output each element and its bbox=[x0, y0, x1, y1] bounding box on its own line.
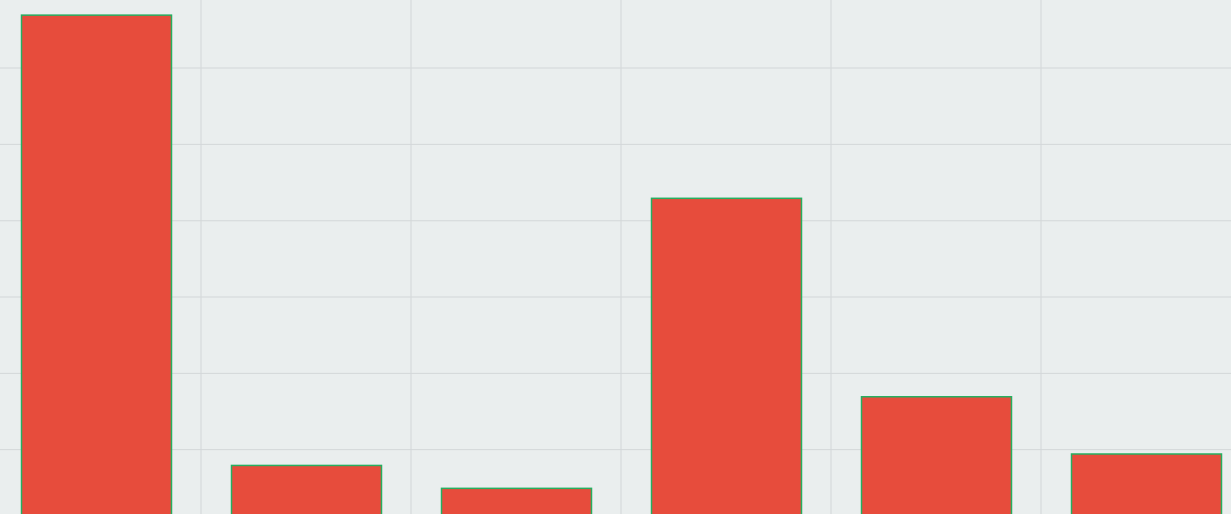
bar bbox=[650, 197, 803, 514]
bar bbox=[860, 396, 1013, 514]
bar bbox=[1070, 453, 1223, 514]
bars bbox=[20, 14, 1223, 514]
bar bbox=[230, 464, 383, 514]
bar bbox=[20, 14, 173, 514]
bar bbox=[440, 487, 593, 514]
